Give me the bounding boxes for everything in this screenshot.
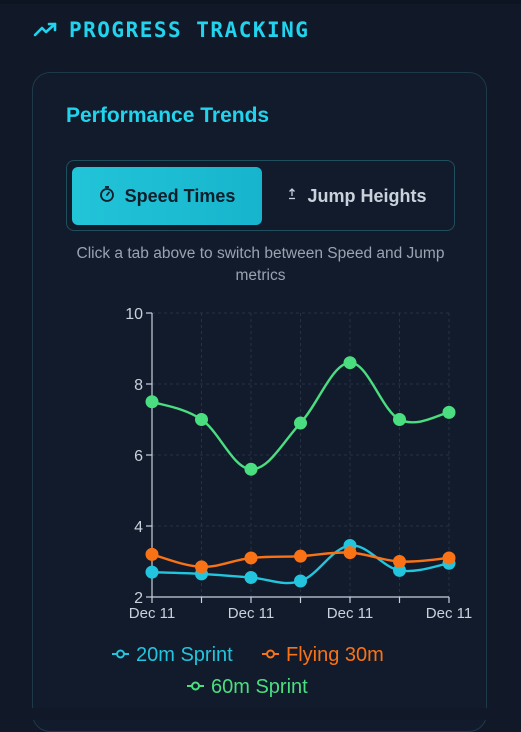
data-point bbox=[244, 551, 258, 565]
x-tick-label: Dec 11 bbox=[327, 605, 373, 622]
legend-label: 20m Sprint bbox=[136, 644, 233, 666]
bottom-edge bbox=[0, 708, 521, 720]
card-title: Performance Trends bbox=[66, 104, 270, 127]
stopwatch-icon bbox=[99, 185, 115, 207]
top-divider bbox=[0, 0, 521, 4]
metric-tabs: Speed Times Jump Heights bbox=[66, 160, 455, 231]
tab-speed-times[interactable]: Speed Times bbox=[72, 167, 262, 225]
x-tick-label: Dec 11 bbox=[426, 605, 472, 622]
tab-jump-heights[interactable]: Jump Heights bbox=[267, 167, 447, 225]
data-point bbox=[145, 395, 159, 409]
data-point bbox=[244, 570, 258, 584]
y-tick-label: 6 bbox=[134, 448, 143, 465]
y-tick-label: 4 bbox=[134, 519, 143, 536]
data-point bbox=[294, 416, 307, 430]
arrow-up-icon bbox=[287, 187, 297, 205]
y-tick-label: 10 bbox=[125, 306, 143, 323]
data-point bbox=[294, 574, 307, 588]
section-header: PROGRESS TRACKING bbox=[33, 18, 309, 42]
tab-speed-label: Speed Times bbox=[124, 185, 236, 206]
tab-jump-label: Jump Heights bbox=[307, 185, 427, 206]
data-point bbox=[393, 413, 406, 426]
legend-label: Flying 30m bbox=[286, 644, 384, 666]
data-point bbox=[343, 546, 357, 560]
section-title: PROGRESS TRACKING bbox=[69, 18, 310, 42]
tab-hint-text: Click a tab above to switch between Spee… bbox=[76, 245, 445, 284]
trending-up-icon bbox=[33, 20, 59, 40]
data-point bbox=[195, 560, 208, 574]
legend-marker bbox=[116, 649, 125, 659]
legend-label: 60m Sprint bbox=[211, 676, 308, 698]
performance-card: Performance Trends Speed Times Jump Hei bbox=[32, 72, 487, 732]
x-tick-label: Dec 11 bbox=[228, 605, 274, 622]
y-tick-label: 8 bbox=[134, 377, 143, 394]
x-tick-label: Dec 11 bbox=[129, 605, 175, 622]
data-point bbox=[145, 565, 159, 579]
data-point bbox=[343, 356, 357, 370]
data-point bbox=[442, 405, 456, 419]
data-point bbox=[244, 462, 258, 476]
legend-marker bbox=[191, 681, 200, 691]
y-tick-label: 2 bbox=[134, 590, 143, 607]
data-point bbox=[294, 549, 307, 563]
data-point bbox=[145, 547, 159, 561]
data-point bbox=[393, 555, 406, 568]
legend-marker bbox=[266, 649, 275, 659]
data-point bbox=[195, 413, 208, 426]
data-point bbox=[442, 551, 456, 565]
